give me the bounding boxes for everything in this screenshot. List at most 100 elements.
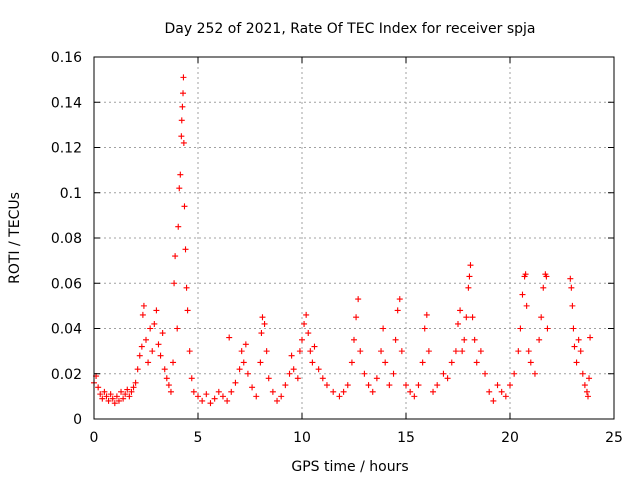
data-point	[425, 348, 432, 355]
chart-title: Day 252 of 2021, Rate Of TEC Index for r…	[164, 21, 535, 37]
data-point	[336, 393, 343, 400]
data-point	[118, 388, 125, 395]
data-point	[301, 320, 308, 327]
data-point	[263, 348, 270, 355]
data-point	[299, 336, 305, 343]
data-point	[344, 382, 351, 389]
data-point	[165, 382, 172, 389]
data-point	[161, 366, 168, 373]
data-point	[583, 388, 590, 395]
data-point	[105, 397, 112, 404]
data-point	[257, 359, 264, 366]
data-point	[319, 375, 326, 382]
data-point	[398, 348, 405, 355]
data-point	[207, 400, 214, 407]
data-point	[226, 334, 233, 341]
data-point	[190, 388, 197, 395]
data-point	[134, 366, 141, 373]
data-point	[224, 397, 231, 404]
data-point	[294, 375, 301, 382]
data-point	[163, 375, 170, 382]
data-point	[177, 171, 184, 178]
data-point	[113, 393, 120, 400]
data-point	[278, 393, 285, 400]
data-point	[392, 336, 399, 343]
data-point	[176, 185, 183, 192]
data-point	[394, 307, 401, 314]
data-point	[586, 375, 593, 382]
data-point	[581, 382, 588, 389]
data-point	[444, 375, 451, 382]
data-point	[288, 352, 295, 359]
x-tick-label: 10	[293, 430, 311, 446]
data-point	[203, 391, 210, 398]
data-point	[249, 384, 256, 391]
data-point	[575, 336, 582, 343]
data-point	[511, 370, 518, 377]
data-point	[330, 388, 337, 395]
data-point	[473, 359, 480, 366]
y-tick-label: 0.04	[51, 322, 82, 338]
data-point	[258, 330, 265, 337]
y-tick-label: 0.14	[51, 95, 82, 111]
data-point	[167, 388, 174, 395]
data-point	[242, 341, 249, 348]
data-point	[585, 393, 591, 400]
data-point	[569, 302, 576, 309]
data-point	[517, 325, 524, 332]
data-point	[184, 307, 191, 314]
data-point	[434, 382, 441, 389]
data-point	[373, 375, 380, 382]
data-point	[159, 330, 166, 337]
data-point	[365, 382, 372, 389]
x-tick-label: 0	[90, 430, 99, 446]
data-point	[109, 395, 116, 402]
y-tick-label: 0.16	[51, 50, 82, 66]
data-point	[307, 348, 314, 355]
data-point	[543, 273, 550, 280]
data-point	[228, 388, 235, 395]
data-point	[303, 311, 310, 318]
data-point	[274, 397, 281, 404]
data-point	[143, 336, 149, 343]
data-point	[124, 386, 131, 393]
data-point	[361, 370, 368, 377]
data-point	[174, 325, 181, 332]
data-point	[515, 348, 522, 355]
data-point	[115, 397, 122, 404]
data-point	[411, 393, 418, 400]
data-point	[149, 348, 156, 355]
data-point	[107, 391, 114, 398]
data-point	[157, 352, 164, 359]
data-point	[461, 336, 468, 343]
data-point	[136, 352, 143, 359]
data-point	[467, 262, 474, 269]
data-point	[482, 370, 489, 377]
data-point	[188, 375, 195, 382]
data-point	[355, 296, 362, 303]
data-point	[199, 397, 206, 404]
data-point	[309, 359, 316, 366]
data-point	[507, 382, 513, 389]
data-point	[183, 284, 190, 291]
data-point	[523, 302, 530, 309]
data-point	[195, 393, 201, 400]
data-point	[253, 393, 260, 400]
y-tick-label: 0.02	[51, 367, 82, 383]
data-point	[180, 90, 187, 97]
data-point	[407, 388, 414, 395]
data-point	[459, 348, 466, 355]
data-point	[531, 370, 538, 377]
x-tick-label: 5	[194, 430, 203, 446]
data-point	[579, 370, 586, 377]
data-point	[269, 388, 276, 395]
data-point	[587, 334, 594, 341]
data-point	[457, 307, 464, 314]
y-tick-label: 0.06	[51, 276, 82, 292]
data-point	[477, 348, 484, 355]
axis-ticks	[93, 56, 615, 420]
data-point	[132, 379, 139, 386]
data-point	[153, 307, 160, 314]
data-point	[238, 348, 245, 355]
